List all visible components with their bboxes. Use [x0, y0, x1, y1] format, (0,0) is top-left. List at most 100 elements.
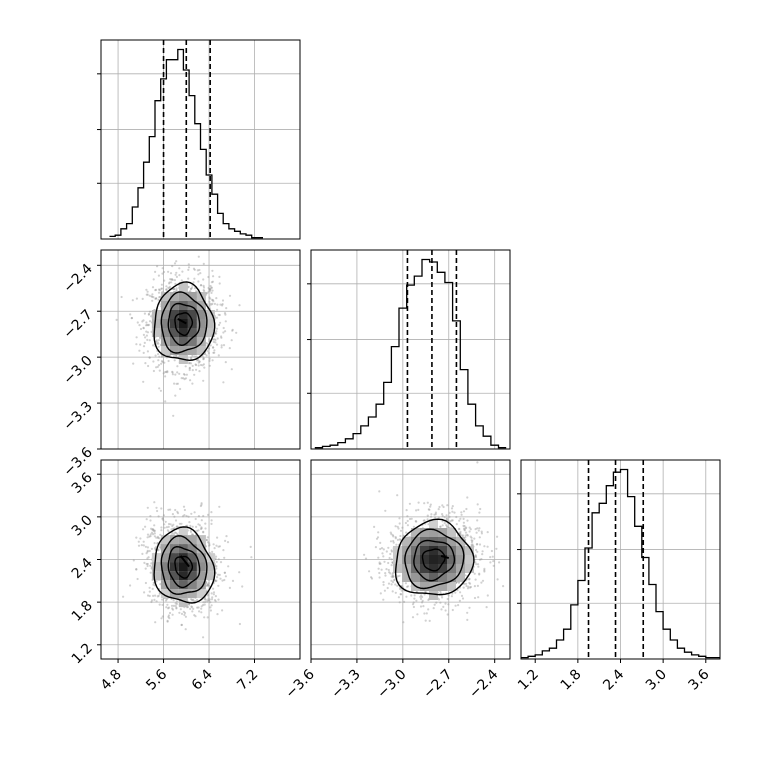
sample-point — [433, 513, 436, 516]
density-cell — [196, 571, 206, 581]
sample-point — [152, 533, 155, 536]
sample-point — [212, 275, 215, 278]
sample-point — [208, 288, 211, 291]
sample-point — [206, 584, 209, 587]
sample-point — [481, 550, 484, 553]
sample-point — [458, 599, 461, 602]
sample-point — [378, 571, 381, 575]
sample-point — [149, 519, 152, 522]
sample-point — [208, 359, 211, 362]
sample-point — [430, 513, 433, 516]
sample-point — [363, 553, 366, 556]
sample-point — [470, 539, 473, 542]
sample-point — [387, 568, 390, 572]
sample-point — [382, 583, 385, 586]
sample-point — [464, 527, 467, 530]
sample-point — [419, 605, 423, 608]
sample-point — [205, 538, 208, 542]
sample-point — [220, 336, 223, 339]
sample-point — [155, 580, 158, 583]
sample-point — [173, 531, 177, 534]
sample-point — [175, 382, 178, 385]
sample-point — [450, 526, 453, 529]
sample-point — [197, 364, 200, 367]
panel-frame — [310, 459, 511, 660]
sample-point — [223, 312, 227, 315]
sample-point — [191, 369, 194, 372]
sample-point — [146, 594, 150, 597]
sample-point — [210, 598, 214, 601]
sample-point — [165, 288, 168, 291]
x-tick-label: −3.6 — [282, 666, 317, 701]
sample-point — [460, 511, 463, 514]
sample-point — [161, 615, 164, 618]
sample-point — [451, 519, 454, 522]
sample-point — [167, 508, 170, 511]
density-cell — [402, 555, 411, 564]
density-cell — [429, 564, 438, 573]
sample-point — [440, 608, 443, 611]
sample-point — [157, 359, 160, 362]
sample-point — [470, 541, 474, 544]
sample-point — [474, 528, 477, 531]
sample-point — [197, 255, 200, 258]
density-cell — [196, 580, 206, 590]
sample-point — [463, 525, 466, 528]
sample-point — [208, 300, 211, 303]
sample-point — [176, 532, 179, 535]
sample-point — [162, 519, 165, 522]
sample-point — [167, 286, 170, 289]
sample-point — [462, 521, 465, 524]
sample-point — [202, 286, 206, 289]
sample-point — [238, 304, 241, 307]
sample-point — [162, 514, 165, 517]
density-cell — [178, 283, 188, 292]
sample-point — [199, 527, 203, 531]
sample-point — [202, 531, 205, 534]
sample-point — [377, 531, 380, 534]
sample-point — [156, 365, 159, 368]
sample-point — [446, 504, 449, 507]
sample-point — [142, 326, 145, 329]
sample-point — [207, 286, 210, 290]
density-cell — [169, 310, 179, 319]
sample-point — [406, 585, 409, 588]
sample-point — [169, 278, 172, 281]
sample-point — [218, 545, 221, 548]
y-tick-label: 1.8 — [69, 598, 96, 625]
sample-point — [187, 603, 190, 606]
sample-point — [398, 538, 401, 541]
sample-point — [149, 571, 152, 574]
density-cell — [178, 292, 188, 301]
sample-point — [474, 555, 477, 558]
sample-point — [439, 601, 442, 604]
sample-point — [153, 547, 157, 550]
sample-point — [159, 389, 162, 392]
sample-point — [208, 338, 211, 341]
sample-point — [462, 586, 465, 589]
sample-point — [209, 344, 212, 347]
sample-point — [377, 567, 380, 570]
sample-point — [142, 319, 145, 322]
density-cell — [402, 573, 411, 582]
sample-point — [384, 509, 387, 512]
density-cell — [411, 573, 420, 582]
sample-point — [173, 288, 176, 291]
sample-point — [165, 598, 168, 601]
sample-point — [165, 370, 168, 374]
sample-point — [195, 363, 198, 367]
density-cell — [169, 553, 179, 563]
sample-point — [451, 505, 454, 508]
density-cell — [160, 562, 170, 572]
sample-point — [212, 543, 215, 546]
sample-point — [450, 595, 453, 598]
sample-point — [212, 587, 215, 590]
sample-point — [444, 609, 447, 612]
sample-point — [168, 281, 171, 284]
sample-point — [193, 355, 196, 358]
sample-point — [402, 534, 405, 537]
sample-point — [173, 359, 176, 362]
sample-point — [228, 347, 231, 350]
density-cell — [411, 537, 420, 546]
sample-point — [208, 598, 211, 601]
